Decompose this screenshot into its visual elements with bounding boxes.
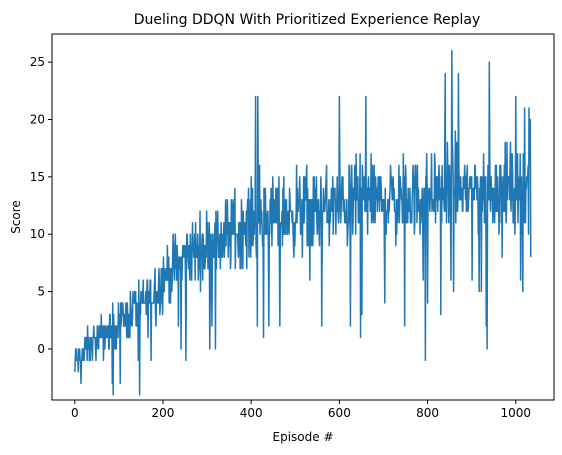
x-tick-label: 400 [240,406,263,420]
y-tick-label: 25 [30,55,45,69]
chart-title: Dueling DDQN With Prioritized Experience… [134,12,481,28]
y-axis: 0 5 10 15 20 25 [30,55,52,356]
plot-frame [51,33,555,401]
x-axis: 0 200 400 600 800 1000 [71,400,531,420]
y-tick-label: 20 [30,112,45,126]
y-tick-label: 0 [37,342,45,356]
y-tick-label: 10 [30,227,45,241]
x-tick-label: 0 [71,406,79,420]
y-tick-label: 5 [37,285,45,299]
x-tick-label: 200 [152,406,175,420]
score-line [74,49,532,396]
x-tick-label: 600 [328,406,351,420]
y-tick-label: 15 [30,170,45,184]
x-tick-label: 1000 [500,406,531,420]
plot-series [74,49,532,396]
x-axis-label: Episode # [273,430,334,444]
x-tick-label: 800 [416,406,439,420]
y-axis-label: Score [9,200,23,234]
